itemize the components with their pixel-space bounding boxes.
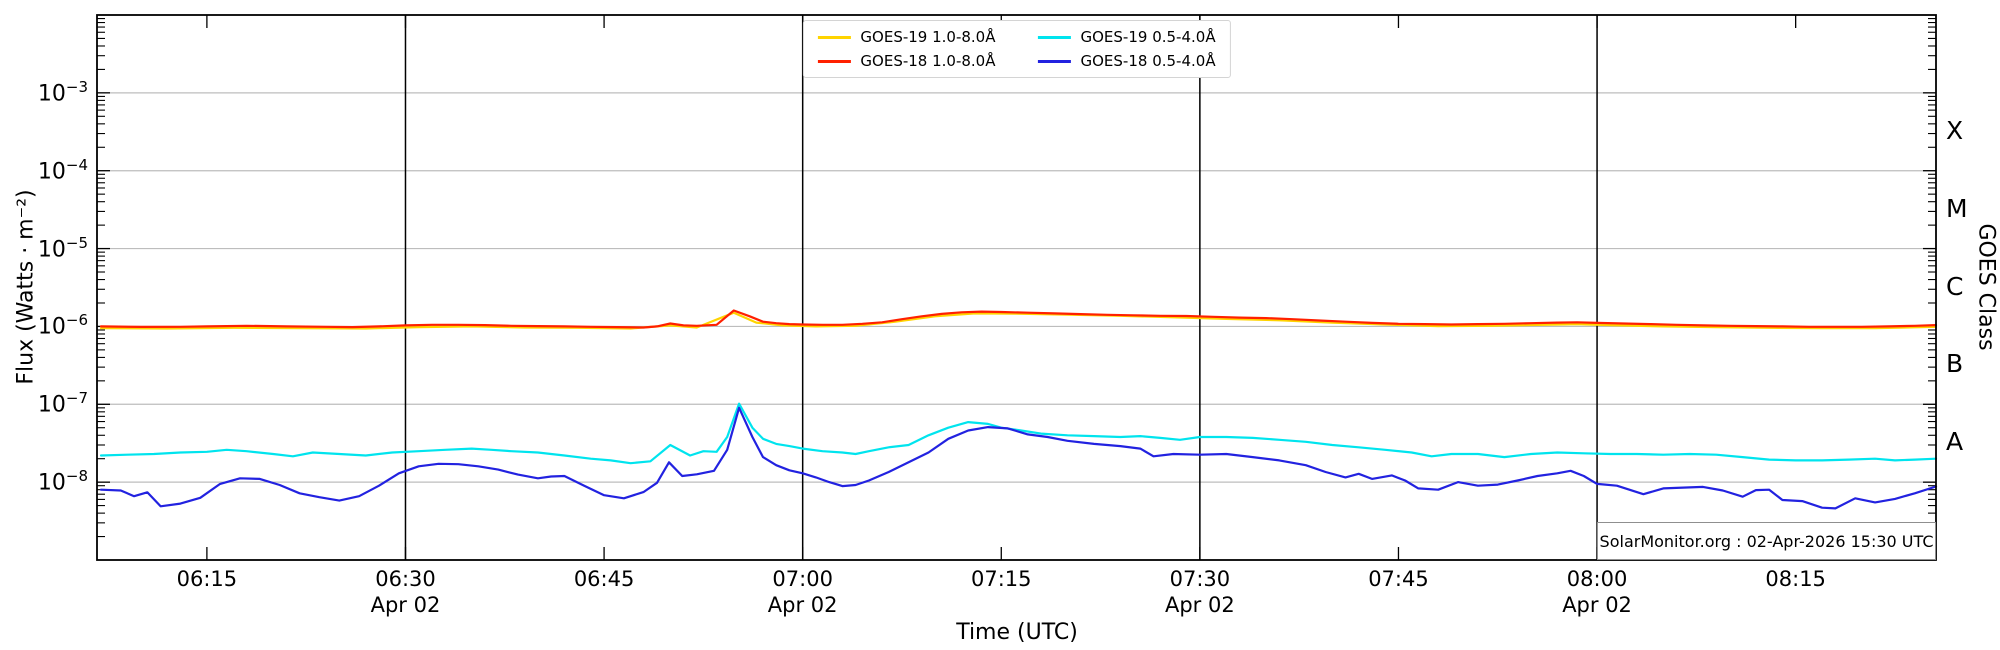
y2-axis-title: GOES Class [1973, 223, 1999, 351]
series-line [99, 406, 1938, 510]
legend-label: GOES-18 1.0-8.0Å [860, 52, 996, 70]
x-tick-label: 06:45 [573, 567, 635, 591]
y-tick-label: 10−4 [37, 155, 88, 185]
y-tick-label: 10−5 [37, 233, 88, 262]
watermark-box: SolarMonitor.org : 02-Apr-2026 15:30 UTC [1597, 522, 1936, 560]
legend-line-swatch [817, 59, 851, 63]
watermark-text: SolarMonitor.org : 02-Apr-2026 15:30 UTC [1599, 531, 1934, 551]
goes-class-letter: A [1946, 427, 1964, 457]
legend-item: GOES-18 1.0-8.0Å [817, 52, 996, 70]
x-axis-title: Time (UTC) [956, 620, 1078, 645]
legend-line-swatch [817, 35, 851, 39]
series-line [99, 402, 1938, 465]
x-tick-label: 06:15 [176, 567, 238, 591]
goes-class-letter: B [1946, 349, 1964, 379]
x-tick-label: 06:30 Apr 02 [370, 567, 441, 617]
y-axis-title: Flux (Watts · m⁻²) [13, 189, 39, 385]
legend-label: GOES-19 0.5-4.0Å [1080, 28, 1216, 46]
x-tick-label: 07:15 [971, 567, 1032, 591]
legend-line-swatch [1037, 59, 1071, 63]
series-line [99, 311, 1938, 330]
x-tick-label: 07:45 [1368, 567, 1429, 591]
x-tick-label: 07:00 Apr 02 [767, 567, 838, 617]
x-tick-label: 07:30 Apr 02 [1164, 567, 1235, 617]
y-tick-label: 10−7 [37, 389, 88, 418]
x-tick-label: 08:00 Apr 02 [1562, 567, 1632, 617]
legend-line-swatch [1037, 35, 1071, 39]
goes-class-letter: X [1946, 115, 1964, 145]
legend: GOES-19 1.0-8.0Å GOES-18 1.0-8.0Å GOES-19 … [802, 20, 1231, 78]
legend-label: GOES-19 1.0-8.0Å [860, 28, 996, 46]
y-tick-label: 10−6 [37, 311, 88, 340]
x-tick-label: 08:15 [1765, 567, 1826, 591]
legend-label: GOES-18 0.5-4.0Å [1080, 52, 1216, 70]
legend-item: GOES-19 0.5-4.0Å [1037, 28, 1216, 46]
legend-item: GOES-18 0.5-4.0Å [1037, 52, 1216, 70]
goes-class-letter: C [1946, 271, 1964, 301]
goes-class-letter: M [1946, 193, 1968, 223]
series-line [99, 309, 1938, 329]
y-tick-label: 10−3 [37, 77, 88, 107]
legend-item: GOES-19 1.0-8.0Å [817, 28, 996, 46]
y-tick-label: 10−8 [37, 467, 88, 496]
plot-frame [96, 14, 1937, 561]
